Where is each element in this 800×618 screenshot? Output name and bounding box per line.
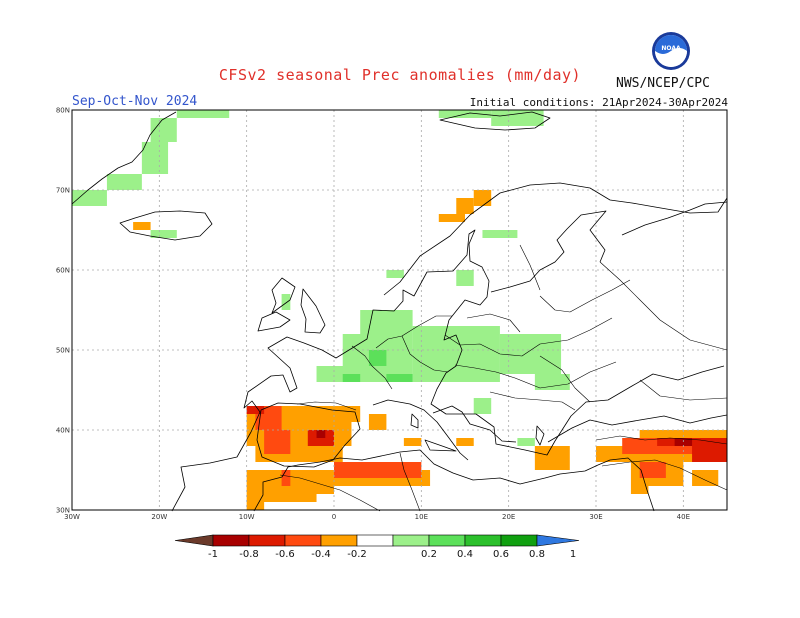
- colorbar-segment: [212, 534, 250, 547]
- lon-label: 20W: [151, 513, 167, 521]
- lon-label: 40E: [677, 513, 690, 521]
- anomaly-cell: [517, 438, 535, 446]
- anomaly-cell: [150, 118, 177, 142]
- lat-label: 30N: [56, 507, 70, 515]
- anomaly-cell: [360, 310, 413, 334]
- anomaly-cell: [534, 446, 570, 470]
- lon-label: 30W: [64, 513, 80, 521]
- colorbar-label: 0.2: [421, 549, 437, 560]
- anomaly-cell: [412, 326, 500, 382]
- anomaly-cell: [281, 294, 291, 310]
- initial-conditions-label: Initial conditions: 21Apr2024-30Apr2024: [469, 96, 728, 109]
- anomaly-cell: [473, 190, 492, 206]
- coastlines: [71, 111, 728, 512]
- colorbar-high-arrow: [536, 534, 580, 547]
- anomaly-cell: [141, 142, 169, 174]
- colorbar-low-arrow: [174, 534, 214, 547]
- anomaly-cell: [473, 398, 492, 414]
- anomaly-cell: [334, 406, 361, 422]
- colorbar-segment: [464, 534, 502, 547]
- lat-label: 60N: [56, 267, 70, 275]
- anomaly-cell: [246, 406, 265, 414]
- anomaly-cell: [456, 270, 474, 286]
- latitude-labels: 80N 70N 60N 50N 40N 30N: [56, 107, 70, 515]
- anomaly-cell: [368, 350, 387, 366]
- lon-label: 30E: [589, 513, 602, 521]
- lat-label: 40N: [56, 427, 70, 435]
- agency-label: NWS/NCEP/CPC: [616, 76, 710, 91]
- anomaly-cell: [368, 414, 387, 430]
- lat-label: 50N: [56, 347, 70, 355]
- longitude-labels: 30W 20W 10W 0 10E 20E 30E 40E: [64, 513, 690, 521]
- anomaly-cell: [72, 190, 107, 206]
- colorbar-label: 0.6: [493, 549, 509, 560]
- colorbar-label: 0.4: [457, 549, 473, 560]
- colorbar-label: -0.4: [311, 549, 331, 560]
- lon-label: 10E: [415, 513, 428, 521]
- anomaly-cell: [299, 470, 334, 494]
- anomaly-cell: [482, 230, 518, 238]
- colorbar-label: -0.2: [347, 549, 367, 560]
- country-borders: [279, 244, 728, 512]
- logo-text: NOAA: [661, 45, 681, 52]
- anomaly-cell: [106, 174, 142, 190]
- colorbar-legend: -1 -0.8 -0.6 -0.4 -0.2 0.2 0.4 0.6 0.8 1: [174, 534, 580, 560]
- colorbar-segment: [356, 534, 394, 547]
- lat-label: 70N: [56, 187, 70, 195]
- anomaly-cell: [438, 214, 465, 222]
- anomaly-cell: [692, 446, 727, 462]
- lon-label: 20E: [502, 513, 515, 521]
- noaa-logo-icon: NOAA: [652, 32, 690, 70]
- anomaly-cell: [386, 374, 413, 382]
- anomaly-cell: [386, 270, 404, 278]
- map-frame: [71, 109, 728, 511]
- anomaly-cell: [403, 438, 422, 446]
- anomaly-cell: [342, 374, 361, 382]
- anomaly-cell: [639, 462, 666, 478]
- colorbar-segment: [248, 534, 286, 547]
- colorbar-segment: [428, 534, 466, 547]
- colorbar-label: 1: [570, 549, 576, 560]
- colorbar-segment: [284, 534, 322, 547]
- lat-label: 80N: [56, 107, 70, 115]
- anomaly-cell: [534, 374, 570, 390]
- anomaly-cell: [176, 110, 230, 118]
- anomaly-cell: [281, 470, 291, 486]
- anomaly-cell: [456, 438, 474, 446]
- anomaly-cell: [456, 198, 474, 214]
- anomaly-cell: [491, 110, 544, 126]
- anomaly-cell: [630, 486, 649, 494]
- graticule: [72, 110, 727, 510]
- colorbar-label: -0.6: [275, 549, 295, 560]
- lon-label: 0: [332, 513, 336, 521]
- anomaly-cell: [692, 470, 719, 486]
- anomaly-cell: [150, 230, 177, 238]
- anomaly-cell: [133, 222, 151, 230]
- season-label: Sep-Oct-Nov 2024: [72, 94, 198, 109]
- colorbar-segment: [500, 534, 538, 547]
- anomaly-cell: [316, 430, 326, 438]
- lon-label: 10W: [239, 513, 255, 521]
- colorbar-label: -0.8: [239, 549, 259, 560]
- colorbar-label: 0.8: [529, 549, 545, 560]
- anomaly-cell: [246, 502, 265, 510]
- colorbar-segment: [320, 534, 358, 547]
- colorbar-label: -1: [208, 549, 218, 560]
- colorbar-segment: [392, 534, 430, 547]
- anomaly-cell: [264, 430, 291, 454]
- map-title: CFSv2 seasonal Prec anomalies (mm/day): [218, 66, 582, 84]
- anomaly-cell: [499, 334, 562, 374]
- anomaly-cell: [334, 462, 422, 478]
